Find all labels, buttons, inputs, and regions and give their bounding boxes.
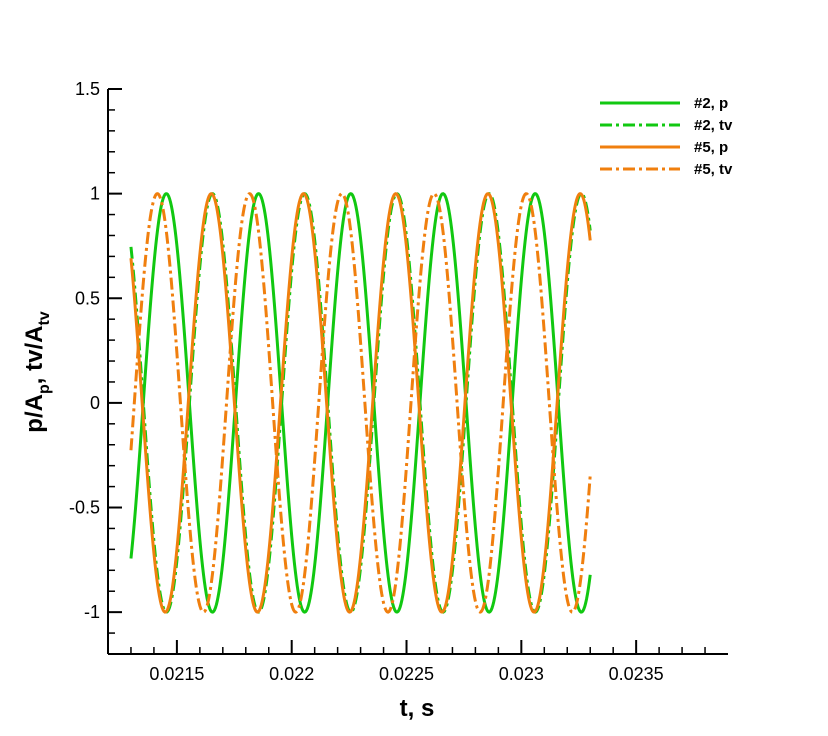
legend-label-4: #5, tv [694,161,733,178]
y-axis-title-part2: , tv/A [21,326,48,385]
legend-label-3: #5, p [694,139,728,156]
y-axis-title-sub1: p [36,384,53,394]
legend-label-2: #2, tv [694,117,733,134]
x-tick-label: 0.0235 [609,664,664,684]
series-layer [129,192,592,614]
legend: #2, p #2, tv #5, p #5, tv [600,95,733,178]
series-line-3 [129,192,592,614]
x-tick-label: 0.022 [269,664,314,684]
x-tick-label: 0.023 [499,664,544,684]
y-axis-title: p/Ap, tv/Atv [21,311,53,432]
x-axis-title: t, s [400,695,435,722]
y-tick-label: 1.5 [75,79,100,99]
series-line-4 [129,192,592,614]
x-tick-label: 0.0215 [149,664,204,684]
x-tick-label: 0.0225 [379,664,434,684]
axes-layer: -1 -0.5 0 0.5 1 1.5 0.0215 0.022 0.0225 0.023 0.02… [69,79,728,684]
y-tick-label: 0 [90,393,100,413]
y-tick-label: -1 [84,602,100,622]
y-tick-label: -0.5 [69,498,100,518]
y-tick-label: 0.5 [75,288,100,308]
legend-label-1: #2, p [694,95,728,112]
y-axis-title-sub2: tv [36,311,53,325]
y-tick-label: 1 [90,184,100,204]
y-axis-title-part1: p/A [21,394,48,433]
